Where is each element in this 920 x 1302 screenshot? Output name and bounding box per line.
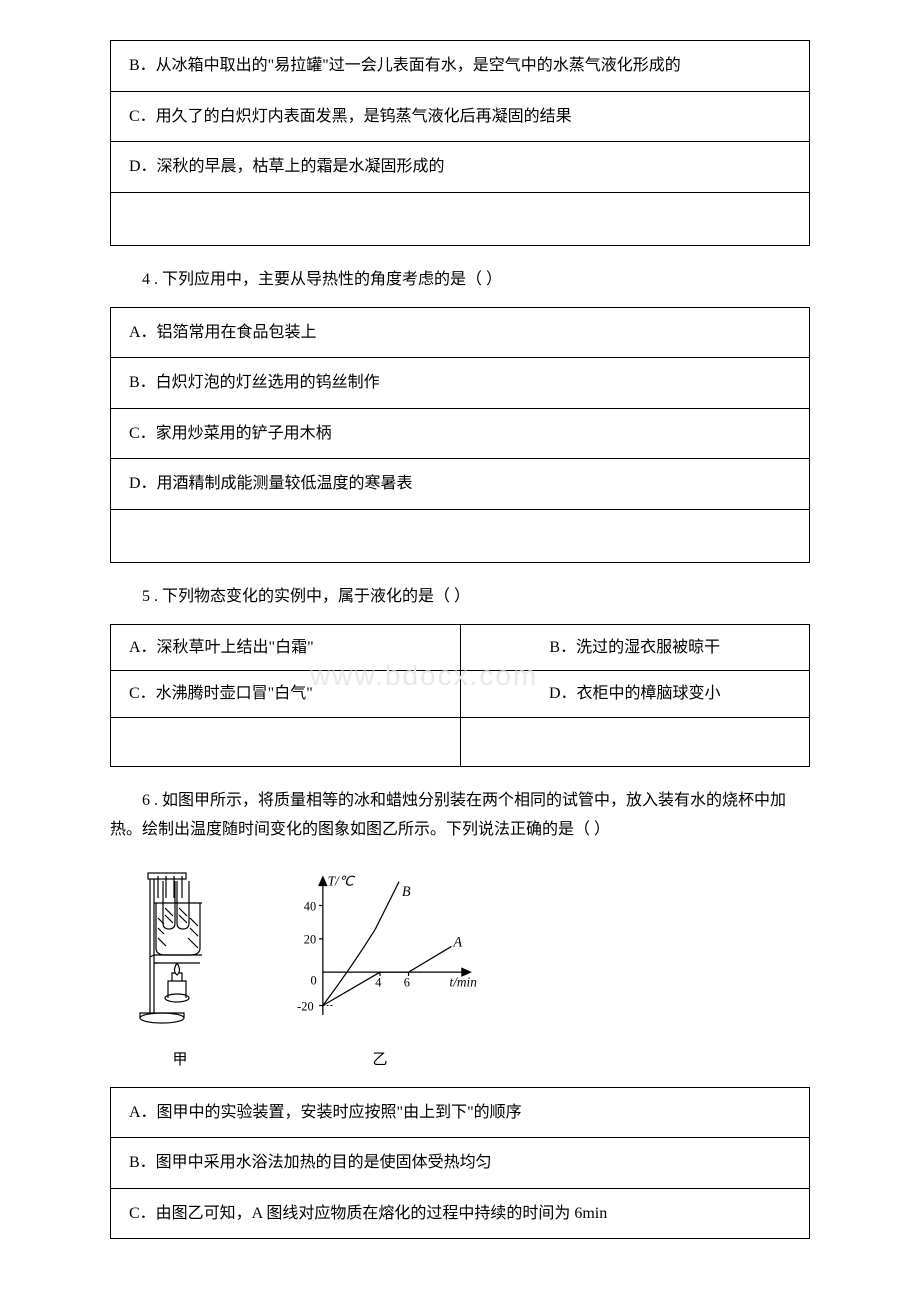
q5-option-c: C．水沸腾时壶口冒"白气"	[111, 671, 461, 718]
q5-empty-row-2	[460, 717, 810, 766]
apparatus-wrapper: 甲	[130, 863, 230, 1069]
curve-b-label: B	[402, 884, 411, 900]
q5-option-b: B．洗过的湿衣服被晾干	[460, 624, 810, 671]
ytick-20: 20	[304, 932, 316, 946]
q6-option-c: C．由图乙可知，A 图线对应物质在熔化的过程中持续的时间为 6min	[111, 1188, 810, 1239]
diagram-container: 甲	[130, 863, 810, 1069]
apparatus-diagram	[130, 863, 230, 1043]
xtick-6: 6	[404, 975, 410, 989]
ytick-0: 0	[310, 973, 316, 987]
q4-option-d: D．用酒精制成能测量较低温度的寒暑表	[111, 459, 810, 510]
x-axis-label: t/min	[450, 974, 478, 989]
q4-stem: 4 . 下列应用中，主要从导热性的角度考虑的是（ ）	[110, 266, 810, 295]
q6-stem: 6 . 如图甲所示，将质量相等的冰和蜡烛分别装在两个相同的试管中，放入装有水的烧…	[110, 787, 810, 845]
ytick-40: 40	[304, 899, 316, 913]
q4-answer-table: A．铝箔常用在食品包装上 B．白炽灯泡的灯丝选用的钨丝制作 C．家用炒菜用的铲子…	[110, 307, 810, 563]
q6-option-a: A．图甲中的实验装置，安装时应按照"由上到下"的顺序	[111, 1087, 810, 1138]
q5-option-d: D．衣柜中的樟脑球变小	[460, 671, 810, 718]
q5-stem: 5 . 下列物态变化的实例中，属于液化的是（ ）	[110, 583, 810, 612]
q3-answer-table: B．从冰箱中取出的"易拉罐"过一会儿表面有水，是空气中的水蒸气液化形成的 C．用…	[110, 40, 810, 246]
q5-option-a: A．深秋草叶上结出"白霜"	[111, 624, 461, 671]
q3-option-d: D．深秋的早晨，枯草上的霜是水凝固形成的	[111, 142, 810, 193]
graph-wrapper: T/℃ 40 20 0 -20 4 6 t/min B A 乙	[280, 868, 480, 1069]
xtick-4: 4	[375, 975, 381, 989]
y-axis-label: T/℃	[328, 873, 356, 888]
temperature-graph: T/℃ 40 20 0 -20 4 6 t/min B A	[280, 868, 480, 1043]
q4-option-c: C．家用炒菜用的铲子用木柄	[111, 408, 810, 459]
q5-empty-row-1	[111, 717, 461, 766]
curve-a-label: A	[452, 934, 462, 950]
q3-option-b: B．从冰箱中取出的"易拉罐"过一会儿表面有水，是空气中的水蒸气液化形成的	[111, 41, 810, 92]
q4-option-b: B．白炽灯泡的灯丝选用的钨丝制作	[111, 358, 810, 409]
q4-option-a: A．铝箔常用在食品包装上	[111, 307, 810, 358]
q3-option-c: C．用久了的白炽灯内表面发黑，是钨蒸气液化后再凝固的结果	[111, 91, 810, 142]
q6-option-b: B．图甲中采用水浴法加热的目的是使固体受热均匀	[111, 1138, 810, 1189]
q6-answer-table: A．图甲中的实验装置，安装时应按照"由上到下"的顺序 B．图甲中采用水浴法加热的…	[110, 1087, 810, 1240]
q4-empty-row	[111, 509, 810, 562]
ytick-neg20: -20	[297, 999, 314, 1013]
q5-answer-table: A．深秋草叶上结出"白霜" B．洗过的湿衣服被晾干 C．水沸腾时壶口冒"白气" …	[110, 624, 810, 767]
apparatus-caption: 甲	[130, 1048, 230, 1069]
graph-caption: 乙	[280, 1048, 480, 1069]
q3-empty-row	[111, 192, 810, 245]
